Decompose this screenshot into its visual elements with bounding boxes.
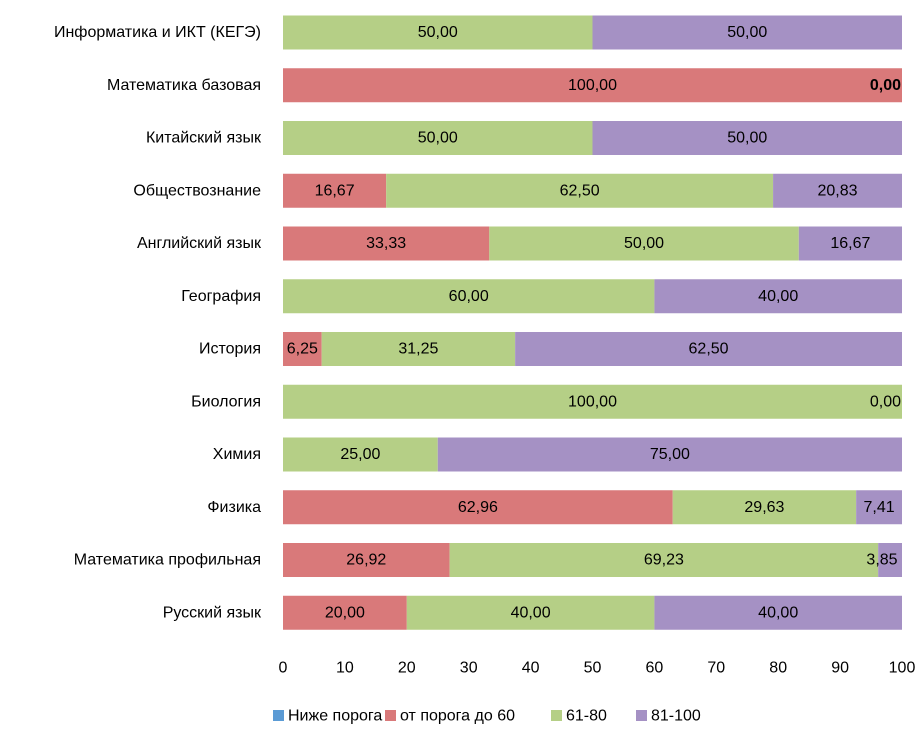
category-label: История: [199, 341, 261, 358]
data-label: 62,50: [560, 182, 600, 199]
data-label: 16,67: [830, 235, 870, 252]
x-tick-label: 50: [584, 660, 602, 677]
data-label: 7,41: [863, 499, 894, 516]
data-label: 16,67: [315, 182, 355, 199]
bar-segment: [283, 543, 450, 577]
data-label: 69,23: [644, 552, 684, 569]
bar-segment: [654, 279, 902, 314]
x-tick-label: 60: [646, 660, 664, 677]
category-label: География: [181, 288, 261, 305]
legend-swatch: [273, 710, 284, 721]
legend-entry: от порога до 60: [400, 708, 515, 725]
bar-segment: [283, 68, 902, 103]
x-tick-label: 30: [460, 660, 478, 677]
data-label: 40,00: [511, 604, 551, 621]
data-label: 26,92: [346, 552, 386, 569]
data-label: 31,25: [398, 341, 438, 358]
bar-segment: [283, 15, 593, 50]
bar-segment: [672, 490, 857, 525]
bar-segment: [856, 490, 902, 525]
bar-segment: [878, 543, 902, 577]
category-label: Обществознание: [133, 182, 261, 199]
legend-entry: 81-100: [651, 708, 701, 725]
bar-segment: [283, 121, 593, 155]
bar-segment: [283, 226, 490, 261]
data-label: 29,63: [744, 499, 784, 516]
data-label: 100,00: [568, 77, 617, 94]
data-label: 60,00: [449, 288, 489, 305]
bar-segment: [283, 384, 902, 419]
data-label: 50,00: [727, 24, 767, 41]
data-label: 62,50: [689, 341, 729, 358]
data-label: 0,00: [870, 77, 901, 94]
legend-swatch: [551, 710, 562, 721]
bar-segment: [654, 595, 902, 630]
bar-segment: [592, 15, 902, 50]
data-label: 3,85: [866, 552, 897, 569]
category-label: Информатика и ИКТ (КЕГЭ): [54, 24, 261, 41]
category-label: Математика профильная: [74, 552, 261, 569]
category-label: Химия: [213, 446, 261, 463]
x-tick-label: 20: [398, 660, 416, 677]
data-label: 50,00: [727, 130, 767, 147]
data-label: 20,00: [325, 604, 365, 621]
bar-segment: [386, 173, 774, 208]
x-tick-label: 10: [336, 660, 354, 677]
bar-segment: [773, 173, 902, 208]
category-label: Биология: [191, 393, 261, 410]
x-tick-label: 90: [831, 660, 849, 677]
legend-entry: 61-80: [566, 708, 607, 725]
data-label: 50,00: [418, 24, 458, 41]
data-label: 50,00: [418, 130, 458, 147]
data-label: 62,96: [458, 499, 498, 516]
data-label: 100,00: [568, 393, 617, 410]
bar-segment: [283, 332, 322, 366]
bar-segment: [283, 173, 387, 208]
bar-segment: [592, 121, 902, 155]
bar-segment: [449, 543, 879, 577]
category-label: Русский язык: [163, 604, 262, 621]
bar-segment: [489, 226, 799, 261]
data-label: 20,83: [818, 182, 858, 199]
legend-entry: Ниже порога: [288, 708, 382, 725]
bar-segment: [798, 226, 902, 261]
data-label: 6,25: [287, 341, 318, 358]
bar-segment: [283, 279, 655, 314]
bar-segment: [283, 490, 673, 525]
legend-swatch: [385, 710, 396, 721]
category-label: Китайский язык: [146, 130, 262, 147]
bar-segment: [437, 437, 902, 472]
data-label: 33,33: [366, 235, 406, 252]
x-tick-label: 0: [279, 660, 288, 677]
x-tick-label: 100: [889, 660, 916, 677]
bar-segment: [283, 437, 438, 472]
category-label: Физика: [207, 499, 261, 516]
legend-swatch: [636, 710, 647, 721]
category-label: Английский язык: [137, 235, 262, 252]
data-label: 75,00: [650, 446, 690, 463]
x-tick-label: 70: [707, 660, 725, 677]
data-label: 50,00: [624, 235, 664, 252]
bar-segment: [321, 332, 516, 366]
data-label: 25,00: [340, 446, 380, 463]
data-label: 0,00: [870, 393, 901, 410]
x-tick-label: 80: [769, 660, 787, 677]
bar-segment: [283, 595, 407, 630]
x-tick-label: 40: [522, 660, 540, 677]
bar-segment: [515, 332, 902, 366]
data-label: 40,00: [758, 288, 798, 305]
bar-segment: [406, 595, 655, 630]
data-label: 40,00: [758, 604, 798, 621]
category-label: Математика базовая: [107, 77, 261, 94]
